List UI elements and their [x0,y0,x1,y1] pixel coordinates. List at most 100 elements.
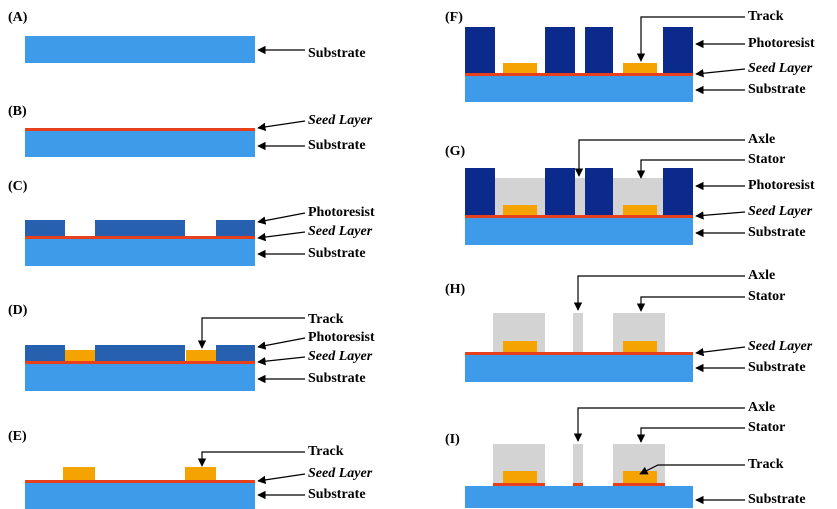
layer [465,355,693,382]
layer [25,480,255,483]
arrow [695,211,746,220]
layer [65,350,95,361]
layer [185,467,216,480]
layer [493,483,545,486]
layer [573,483,583,486]
panel-label: (E) [8,429,27,444]
panel-label: (C) [8,179,28,194]
layer [25,128,255,131]
layer [25,36,255,63]
annotation: Seed Layer [308,113,373,128]
annotation: Substrate [308,371,366,386]
layer [545,168,575,215]
arrow [574,139,745,177]
annotation: Substrate [748,82,806,97]
arrow [636,427,745,443]
arrow [573,275,745,311]
panel-label: (A) [8,10,28,25]
layer [63,467,95,480]
layer [663,168,693,215]
annotation: Substrate [308,246,366,261]
annotation: Track [748,9,784,24]
panel-label: (B) [8,104,27,119]
arrow [636,296,745,312]
layer [623,205,657,215]
arrow [257,356,306,366]
layer [623,63,657,73]
annotation: Seed Layer [748,204,813,219]
layer [25,345,65,361]
layer [465,73,693,76]
annotation: Seed Layer [308,466,373,481]
layer [186,350,216,361]
annotation: Seed Layer [308,349,373,364]
layer [573,444,583,483]
layer [503,471,537,483]
layer [25,483,255,509]
layer [216,220,255,236]
layer [25,220,65,236]
arrow [257,337,306,350]
annotation: Stator [748,152,785,167]
annotation: Track [308,312,344,327]
layer [25,361,255,364]
arrow [636,16,745,62]
layer [216,345,255,361]
layer [465,27,495,73]
panel-label: (G) [445,144,466,159]
annotation: Axle [748,268,775,283]
layer [573,313,583,352]
layer [25,239,255,266]
arrow [636,159,745,179]
panel-label: (I) [445,432,460,447]
layer [465,76,693,102]
annotation: Track [748,457,784,472]
annotation: Stator [748,289,785,304]
layer [465,218,693,245]
layer [25,236,255,239]
arrow [257,473,306,485]
arrow [197,317,305,349]
annotation: Axle [748,132,775,147]
annotation: Seed Layer [308,224,373,239]
panel-label: (H) [445,282,466,297]
arrow [573,407,745,442]
layer [25,364,255,391]
annotation: Stator [748,420,785,435]
annotation: Substrate [308,138,366,153]
layer [663,27,693,73]
annotation: Substrate [308,487,366,502]
layer [613,483,665,486]
layer [503,205,537,215]
layer [465,352,693,355]
layer [25,131,255,157]
arrow [695,68,746,78]
layer [585,27,613,73]
annotation: Photoresist [308,205,375,220]
layer [465,486,693,508]
annotation: Substrate [308,46,366,61]
annotation: Seed Layer [748,61,813,76]
layer [545,27,575,73]
layer [95,345,185,361]
layer [465,168,495,215]
annotation: Seed Layer [748,339,813,354]
arrow [257,231,306,242]
annotation: Substrate [748,225,806,240]
annotation: Photoresist [308,330,375,345]
annotation: Axle [748,400,775,415]
layer [623,471,657,483]
annotation: Photoresist [748,178,815,193]
arrow [257,212,306,225]
arrow [639,464,745,475]
layer [585,168,613,215]
layer [95,220,185,236]
panel-label: (F) [445,10,463,25]
layer [623,341,657,352]
annotation: Substrate [748,492,806,507]
annotation: Substrate [748,360,806,375]
annotation: Photoresist [748,36,815,51]
panel-label: (D) [8,303,28,318]
layer [503,341,537,352]
